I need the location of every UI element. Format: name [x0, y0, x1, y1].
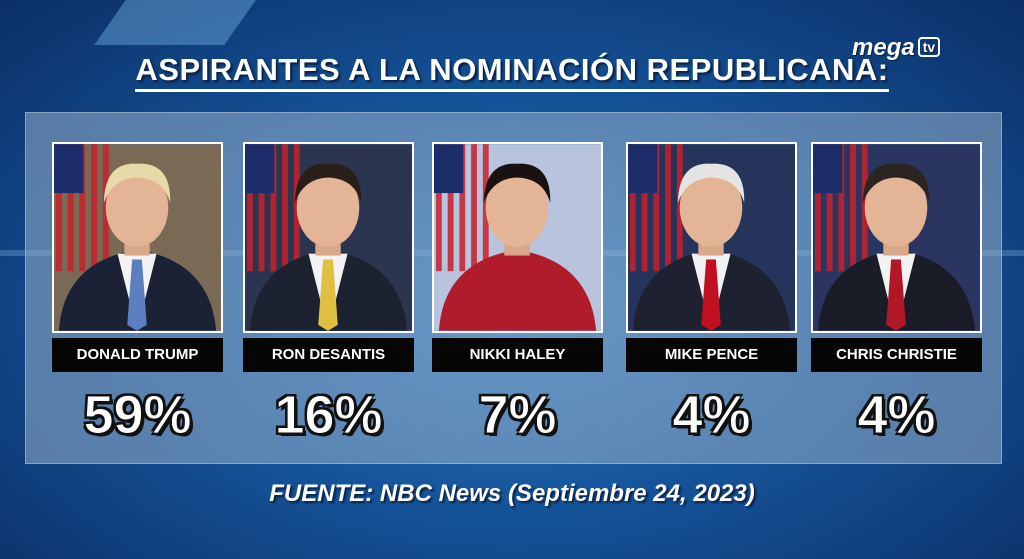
channel-logo: mega tv [852, 34, 941, 62]
tie [886, 259, 906, 331]
flag-stripe [641, 144, 648, 272]
title-text: ASPIRANTES A LA NOMINACIÓN REPUBLICANA: [135, 52, 889, 92]
face [864, 168, 928, 247]
candidate-percent: 4% [857, 385, 936, 446]
flag-stripe [838, 144, 845, 272]
flag-stripe [629, 144, 636, 272]
flag-stripe [676, 144, 683, 272]
source: FUENTE: NBC News (Septiembre 24, 2023) [269, 480, 755, 507]
face [296, 168, 360, 247]
portrait [432, 142, 603, 333]
flag-canton [628, 144, 658, 194]
flag-stripe [850, 144, 856, 272]
flag-stripe [665, 144, 671, 272]
portrait [52, 142, 223, 333]
flag-stripe [91, 144, 97, 272]
hair [677, 163, 745, 203]
portrait [811, 142, 982, 333]
flag-stripe [55, 144, 62, 272]
candidate-name: NIKKI HALEY [432, 338, 603, 372]
flag-stripe [246, 144, 253, 272]
candidate-name: DONALD TRUMP [52, 338, 223, 372]
candidate-card: NIKKI HALEY 7% [432, 142, 603, 446]
face [485, 168, 549, 247]
hair [862, 163, 930, 203]
flag-stripe [471, 144, 477, 272]
flag-stripe [282, 144, 288, 272]
candidate-name: CHRIS CHRISTIE [811, 338, 982, 372]
candidate-percent: 59% [83, 385, 192, 446]
flag-stripe [653, 144, 660, 272]
flag-stripe [79, 144, 86, 272]
flag-stripe [861, 144, 868, 272]
candidate-percent: 7% [478, 385, 557, 446]
flag-stripe [258, 144, 265, 272]
candidate-name: MIKE PENCE [626, 338, 797, 372]
flag-stripe [459, 144, 466, 272]
face [679, 168, 743, 247]
portrait [626, 142, 797, 333]
candidate-card: RON DESANTIS 16% [243, 142, 414, 446]
candidate-percent: 4% [672, 385, 751, 446]
logo-badge: tv [917, 37, 941, 57]
flag-stripe [67, 144, 74, 272]
portrait [243, 142, 414, 333]
flag-canton [813, 144, 843, 194]
flag-stripe [826, 144, 833, 272]
flag-stripe [814, 144, 821, 272]
flag-stripe [270, 144, 277, 272]
candidate-card: DONALD TRUMP 59% [52, 142, 223, 446]
flag-canton [245, 144, 275, 194]
decor-streak [94, 0, 256, 45]
flag-stripe [447, 144, 454, 272]
tie [127, 259, 147, 331]
tie [318, 259, 338, 331]
candidate-name: RON DESANTIS [243, 338, 414, 372]
flag-canton [434, 144, 464, 194]
candidate-percent: 16% [274, 385, 383, 446]
hair [103, 163, 171, 203]
candidate-card: MIKE PENCE 4% [626, 142, 797, 446]
title: ASPIRANTES A LA NOMINACIÓN REPUBLICANA: [0, 52, 1024, 92]
hair [294, 163, 362, 203]
candidate-card: CHRIS CHRISTIE 4% [811, 142, 982, 446]
suit [438, 249, 597, 331]
logo-text: mega [852, 34, 915, 61]
flag-canton [54, 144, 84, 194]
tie [701, 259, 721, 331]
flag-stripe [435, 144, 442, 272]
hair [483, 163, 551, 203]
face [105, 168, 169, 247]
